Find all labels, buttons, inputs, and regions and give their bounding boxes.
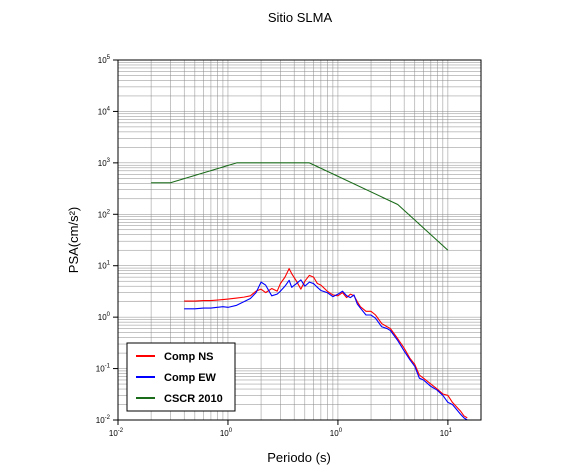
y-tick-label: 105 xyxy=(98,55,111,65)
legend-label-cscr-2010: CSCR 2010 xyxy=(164,393,223,405)
y-axis-ticks: 10-2 10-1 100 101 102 103 104 105 xyxy=(96,55,118,425)
y-axis-label: PSA(cm/s²) xyxy=(66,207,81,273)
y-tick-label: 103 xyxy=(98,158,111,168)
x-axis-ticks: 10-2 100 100 101 xyxy=(109,420,453,438)
legend-label-comp-ns: Comp NS xyxy=(164,351,214,363)
legend: Comp NS Comp EW CSCR 2010 xyxy=(126,342,236,412)
y-tick-label: 102 xyxy=(98,209,111,219)
grid xyxy=(118,60,481,420)
series-line-cscr-2010 xyxy=(151,162,449,251)
y-tick-label: 104 xyxy=(98,106,111,116)
x-axis-label: Periodo (s) xyxy=(267,450,331,465)
chart-title: Sitio SLMA xyxy=(268,10,333,25)
y-tick-label: 10-2 xyxy=(96,415,111,425)
series-line-comp-ew xyxy=(184,279,468,421)
series-layer xyxy=(151,162,468,421)
x-tick-label: 100 xyxy=(220,428,233,438)
y-tick-label: 100 xyxy=(98,312,111,322)
legend-label-comp-ew: Comp EW xyxy=(164,372,217,384)
x-tick-label: 10-2 xyxy=(109,428,124,438)
plot-frame xyxy=(117,59,482,421)
x-tick-label: 100 xyxy=(330,428,343,438)
y-tick-label: 101 xyxy=(98,261,111,271)
x-tick-label: 101 xyxy=(440,428,453,438)
y-tick-label: 10-1 xyxy=(96,364,111,374)
